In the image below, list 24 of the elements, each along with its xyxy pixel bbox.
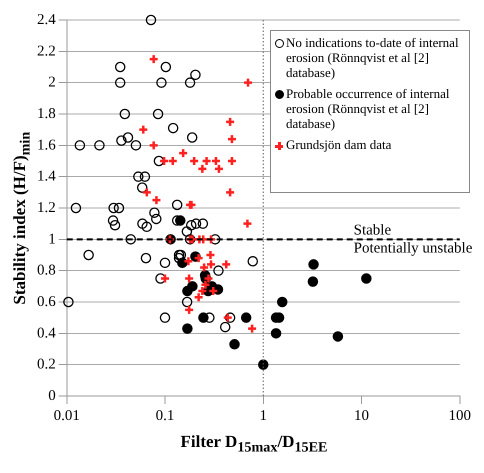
y-tick-label: 0.8: [37, 262, 56, 279]
x-tick-label: 0.01: [54, 408, 80, 424]
y-tick-label: 2: [48, 74, 56, 91]
y-tick-label: 1.8: [37, 106, 56, 122]
y-tick-label: 1.2: [37, 200, 56, 216]
x-tick-label: 1: [260, 408, 267, 424]
y-tick-label: 1.4: [37, 168, 56, 185]
y-tick-label: 0.6: [37, 294, 56, 310]
x-tick-label: 10: [354, 408, 369, 424]
x-tick-label: 100: [448, 408, 471, 424]
x-axis-title: Filter D$_{15max}$/D$_{15EE}$: [180, 432, 328, 456]
y-tick-label: 0.2: [37, 356, 56, 373]
y-tick-label: 1.6: [37, 137, 56, 154]
annotation: Potentially unstable: [354, 240, 473, 256]
y-tick-label: 1: [48, 231, 56, 248]
legend-label: Grundsjön dam data: [286, 137, 392, 152]
x-tick-label: 0.1: [156, 408, 174, 424]
annotation: Stable: [354, 222, 392, 238]
y-tick-label: 2.4: [37, 12, 56, 28]
legend-label: Probable occurrence of internal erosion (Rönnqvist et al [2] database): [286, 86, 451, 131]
y-tick-label: 0.4: [37, 325, 56, 342]
y-tick-label: 2.2: [37, 43, 56, 60]
legend-label: No indications to-date of internal erosion (Rönnqvist et al [2] database): [286, 35, 460, 80]
y-tick-label: 0: [48, 388, 56, 404]
